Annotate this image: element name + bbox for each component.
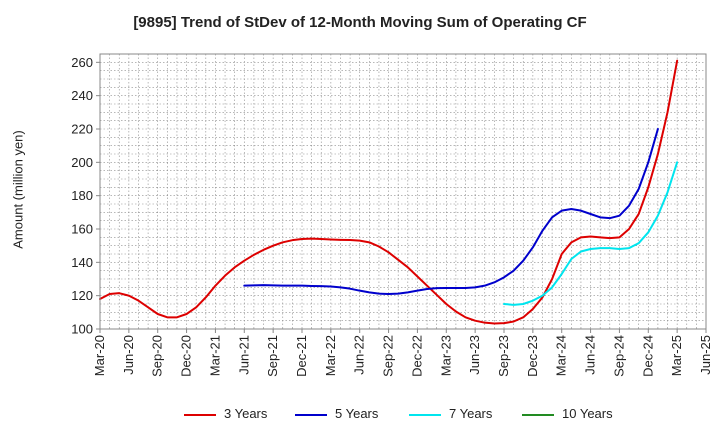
plot-frame (99, 53, 707, 330)
x-tick-label: Sep-21 (265, 335, 280, 377)
y-tick-label: 200 (71, 155, 93, 170)
y-tick-label: 160 (71, 222, 93, 237)
legend-swatch-3-years (184, 414, 216, 416)
x-tick-label: Dec-20 (179, 335, 194, 377)
x-tick-label: Mar-23 (438, 335, 453, 376)
series-line-5-years (243, 128, 659, 295)
x-tick-label: Jun-22 (352, 335, 367, 375)
series-line-7-years (503, 161, 679, 306)
x-tick-label: Jun-25 (698, 335, 713, 375)
x-tick-label: Jun-20 (121, 335, 136, 375)
x-tick-label: Sep-20 (150, 335, 165, 377)
y-tick-label: 120 (71, 288, 93, 303)
x-tick-label: Sep-22 (381, 335, 396, 377)
x-tick-label: Jun-24 (583, 335, 598, 375)
x-tick-label: Dec-23 (525, 335, 540, 377)
chart-title: [9895] Trend of StDev of 12-Month Moving… (133, 14, 587, 31)
x-tick-label: Dec-22 (409, 335, 424, 377)
x-tick-label: Sep-24 (611, 335, 626, 377)
y-tick-label: 240 (71, 88, 93, 103)
x-tick-label: Sep-23 (496, 335, 511, 377)
y-tick-label: 220 (71, 122, 93, 137)
x-tick-label: Jun-23 (467, 335, 482, 375)
series-line-3-years (99, 59, 679, 325)
plot-background (100, 54, 706, 329)
x-tick-label: Jun-21 (236, 335, 251, 375)
x-tick-label: Mar-25 (669, 335, 684, 376)
legend: 3 Years 5 Years 7 Years 10 Years (0, 404, 720, 426)
legend-label-3-years: 3 Years (224, 406, 268, 421)
legend-swatch-5-years (295, 414, 327, 416)
legend-swatch-7-years (409, 414, 441, 416)
x-tick-label: Dec-21 (294, 335, 309, 377)
y-tick-label: 260 (71, 55, 93, 70)
y-tick-label: 100 (71, 322, 93, 337)
y-tick-label: 140 (71, 255, 93, 270)
legend-label-5-years: 5 Years (335, 406, 379, 421)
legend-label-10-years: 10 Years (562, 406, 613, 421)
x-tick-label: Mar-22 (323, 335, 338, 376)
x-tick-label: Dec-24 (640, 335, 655, 377)
x-tick-label: Mar-21 (207, 335, 222, 376)
legend-label-7-years: 7 Years (449, 406, 493, 421)
y-tick-label: 180 (71, 188, 93, 203)
x-tick-label: Mar-24 (554, 335, 569, 376)
x-tick-label: Mar-20 (92, 335, 107, 376)
legend-swatch-10-years (522, 414, 554, 416)
